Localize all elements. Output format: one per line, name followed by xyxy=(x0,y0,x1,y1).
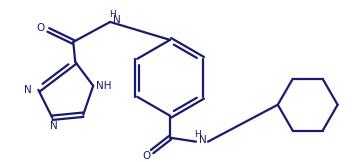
Text: O: O xyxy=(142,151,150,161)
Text: NH: NH xyxy=(96,81,112,91)
Text: N: N xyxy=(199,135,207,145)
Text: N: N xyxy=(50,121,58,131)
Text: N: N xyxy=(24,85,32,95)
Text: H: H xyxy=(195,130,201,139)
Text: H: H xyxy=(109,11,116,19)
Text: O: O xyxy=(36,23,44,33)
Text: N: N xyxy=(113,15,121,25)
